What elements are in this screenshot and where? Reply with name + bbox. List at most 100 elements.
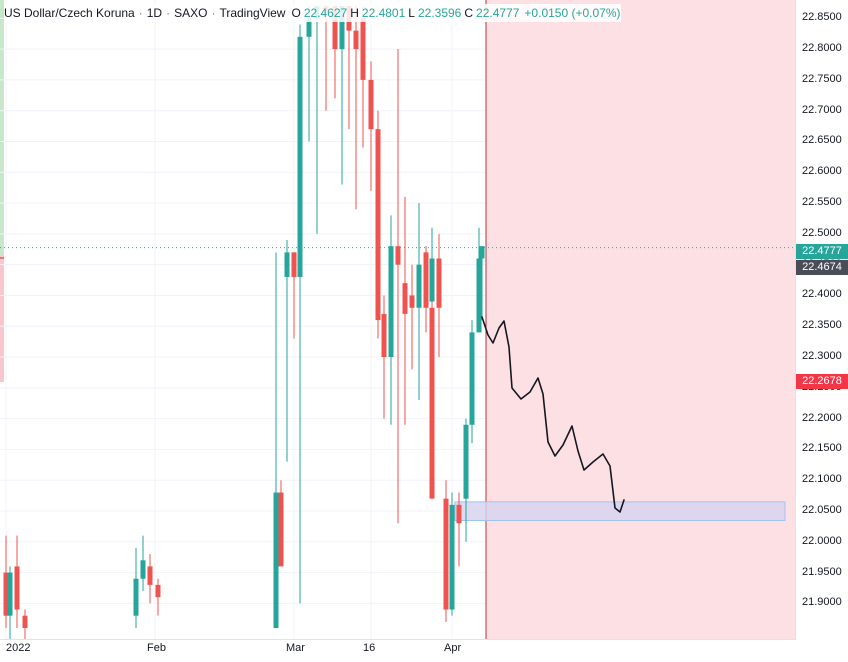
candle[interactable] [409, 264, 415, 370]
high-label: H [350, 6, 359, 20]
candle[interactable] [463, 418, 469, 542]
candle-body [339, 6, 345, 50]
time-tick-label: 2022 [6, 642, 31, 654]
candle-body [284, 252, 290, 277]
candle[interactable] [353, 6, 359, 210]
forecast-zone[interactable] [486, 0, 796, 640]
candle[interactable] [368, 61, 374, 191]
candle[interactable] [284, 240, 290, 462]
open-label: O [291, 6, 301, 20]
alert-level-tag: 22.2678 [796, 374, 848, 389]
last-price-tag: 22.4777 [796, 244, 848, 259]
candle-body [456, 504, 462, 524]
candle-body [291, 252, 297, 277]
candle[interactable] [375, 110, 381, 339]
price-tick-label: 22.0000 [802, 534, 842, 547]
candle-body [416, 264, 422, 308]
projection-path[interactable] [481, 316, 625, 513]
candle[interactable] [278, 480, 284, 567]
candle[interactable] [381, 295, 387, 419]
time-tick-label: Apr [444, 642, 462, 654]
price-tick-label: 22.4000 [802, 288, 842, 301]
candle-body [469, 332, 475, 425]
candle-body [409, 295, 415, 308]
candle-body [429, 258, 435, 302]
candle[interactable] [133, 547, 139, 628]
change-value: +0.0150 (+0.07%) [524, 6, 621, 20]
candle[interactable] [449, 492, 455, 616]
interval-label[interactable]: 1D [146, 6, 163, 20]
candle[interactable] [456, 492, 462, 567]
price-tick-label: 21.9000 [802, 596, 842, 609]
previous-close-tag: 22.4674 [796, 260, 848, 275]
candle-body [381, 313, 387, 358]
candle[interactable] [429, 301, 435, 499]
time-tick-label: 16 [363, 642, 376, 654]
price-tick-label: 22.6500 [802, 134, 842, 147]
candle[interactable] [402, 196, 408, 425]
candle[interactable] [423, 246, 429, 333]
symbol-title[interactable]: US Dollar/Czech Koruna [4, 6, 135, 20]
candle-body [429, 307, 435, 499]
high-value: 22.4801 [361, 6, 406, 20]
candle[interactable] [147, 554, 153, 604]
candle-body [479, 246, 485, 259]
candle[interactable] [291, 252, 297, 339]
candle[interactable] [436, 233, 442, 358]
candle-body [7, 572, 13, 616]
candle-body [306, 18, 312, 37]
candle-body [463, 424, 469, 499]
candle[interactable] [306, 6, 312, 142]
candle[interactable] [155, 578, 161, 616]
time-tick-label: Feb [147, 642, 166, 654]
candle-body [449, 504, 455, 610]
candle[interactable] [395, 49, 401, 524]
candle-body [14, 566, 20, 610]
candle-body [395, 246, 401, 265]
candle[interactable] [469, 320, 475, 444]
candle[interactable] [339, 6, 345, 185]
price-tick-label: 22.2000 [802, 411, 842, 424]
candle[interactable] [14, 535, 20, 628]
candle-body [140, 560, 146, 579]
source-label: TradingView [219, 6, 286, 20]
candle-body [375, 129, 381, 321]
candle-body [443, 498, 449, 610]
price-tick-label: 22.0500 [802, 503, 842, 516]
candle-body [147, 566, 153, 585]
candle-body [423, 252, 429, 308]
price-tick-label: 22.5000 [802, 226, 842, 239]
price-tick-label: 22.5500 [802, 196, 842, 209]
candle[interactable] [388, 215, 394, 425]
candle-body [436, 258, 442, 308]
candle[interactable] [22, 609, 28, 641]
price-axis[interactable]: 22.8500 22.8000 22.7500 22.7000 22.6500 22.60… [795, 0, 848, 640]
candle[interactable] [443, 480, 449, 622]
candle[interactable] [360, 6, 366, 148]
time-axis[interactable]: 2022 Feb Mar 16 Apr [0, 639, 796, 657]
candle-body [353, 30, 359, 50]
candle-body [133, 578, 139, 616]
candle-body [332, 6, 338, 50]
price-tick-label: 21.9500 [802, 565, 842, 578]
close-value: 22.4777 [476, 6, 520, 20]
price-tick-label: 22.6000 [802, 165, 842, 178]
candle-body [3, 572, 9, 616]
price-tick-label: 22.7500 [802, 72, 842, 85]
price-tick-label: 22.7000 [802, 103, 842, 116]
time-tick-label: Mar [286, 642, 305, 654]
candle[interactable] [7, 566, 13, 641]
candle[interactable] [3, 535, 9, 628]
candle[interactable] [140, 535, 146, 592]
chart-legend-header: US Dollar/Czech Koruna · 1D · SAXO · Tra… [4, 4, 621, 22]
candle[interactable] [479, 246, 485, 321]
candle[interactable] [416, 203, 422, 401]
candle[interactable] [476, 227, 482, 333]
candle[interactable] [273, 252, 279, 628]
candle-body [476, 258, 482, 333]
candle-body [360, 18, 366, 80]
candle[interactable] [297, 24, 303, 604]
candle-body [273, 492, 279, 628]
